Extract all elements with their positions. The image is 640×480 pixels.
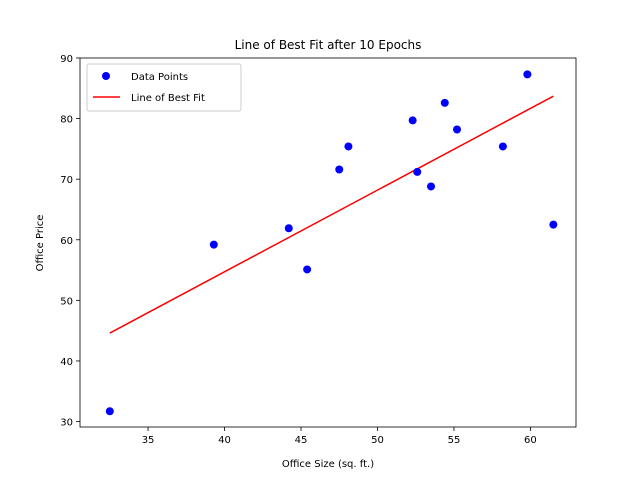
data-point [408, 116, 417, 125]
data-point [209, 240, 218, 249]
y-tick-label: 70 [60, 175, 73, 186]
data-point [335, 165, 344, 174]
data-point [523, 70, 532, 79]
legend: Data Points Line of Best Fit [86, 63, 242, 112]
y-tick-label: 90 [60, 54, 73, 65]
plot-area [105, 70, 558, 416]
axes: 35 40 45 50 55 60 30 40 50 60 70 80 90 [60, 54, 577, 446]
data-point [105, 407, 114, 416]
chart-title: Line of Best Fit after 10 Epochs [235, 38, 422, 52]
legend-box [86, 63, 242, 112]
data-point [344, 142, 353, 151]
y-tick-label: 80 [60, 115, 73, 126]
y-tick-label: 30 [60, 418, 73, 429]
data-point [453, 125, 462, 134]
data-point [498, 142, 507, 151]
data-point [284, 224, 293, 233]
x-tick-label: 35 [142, 435, 155, 446]
data-point [440, 98, 449, 107]
y-tick-label: 60 [60, 236, 73, 247]
line-of-best-fit [109, 95, 554, 334]
data-point [413, 167, 422, 176]
x-tick-label: 50 [371, 435, 384, 446]
data-point [549, 220, 558, 229]
data-point [303, 265, 312, 274]
x-tick-label: 55 [448, 435, 461, 446]
x-axis-label: Office Size (sq. ft.) [282, 459, 374, 470]
y-tick-label: 50 [60, 296, 73, 307]
x-tick-label: 45 [295, 435, 308, 446]
plot-frame [79, 57, 577, 428]
x-tick-label: 60 [524, 435, 537, 446]
y-axis-label: Office Price [35, 215, 46, 272]
legend-label-line-of-best-fit: Line of Best Fit [131, 93, 205, 104]
data-point [427, 182, 436, 191]
legend-marker-data-points [102, 72, 110, 80]
x-tick-label: 40 [218, 435, 231, 446]
legend-label-data-points: Data Points [131, 72, 188, 83]
y-tick-label: 40 [60, 357, 73, 368]
